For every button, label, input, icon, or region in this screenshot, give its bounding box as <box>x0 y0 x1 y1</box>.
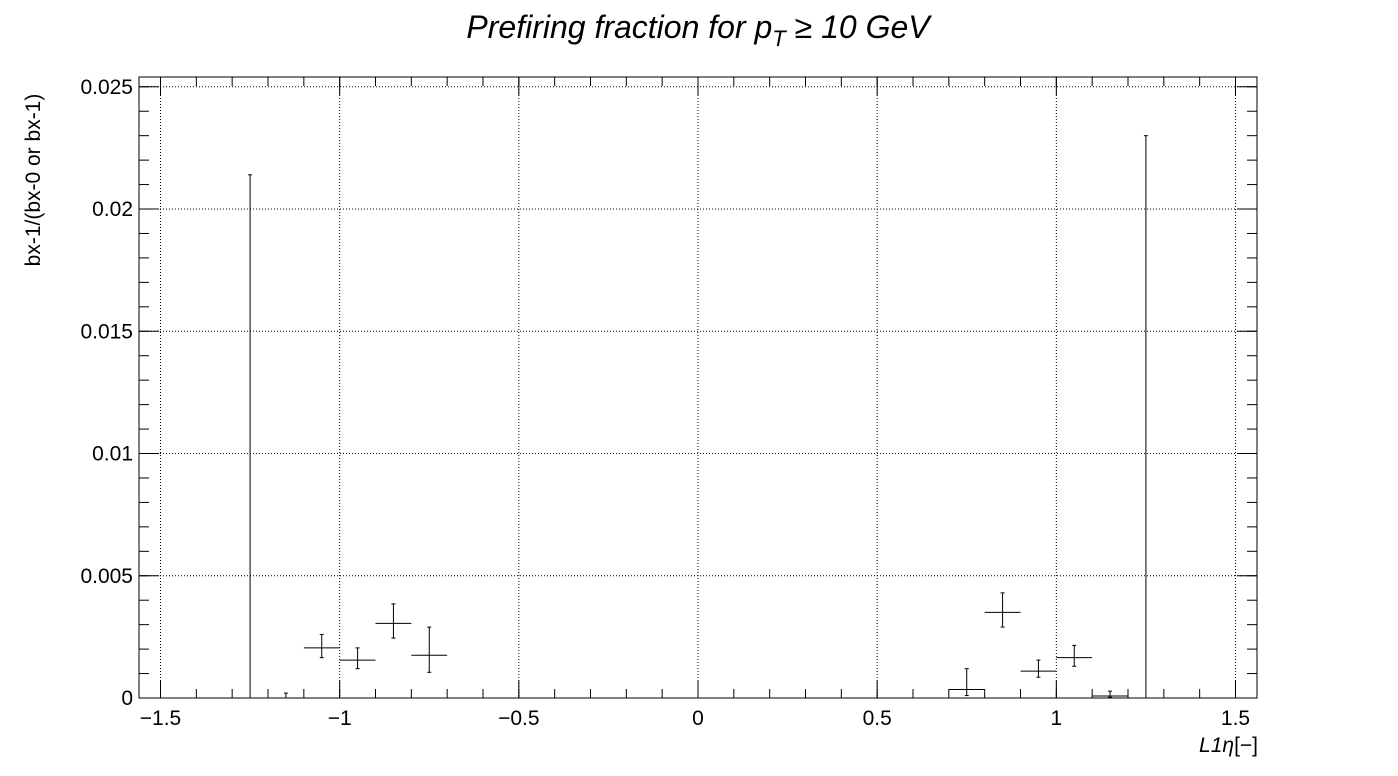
y-tick-label: 0.015 <box>80 320 133 343</box>
x-tick-label: −1 <box>328 707 352 730</box>
y-axis-ticks: 0 0.005 0.01 0.015 0.02 0.025 <box>80 76 1257 710</box>
data-point <box>339 647 376 670</box>
data-point <box>1020 659 1057 678</box>
data-point <box>1143 135 1148 698</box>
plot-frame <box>138 76 1258 699</box>
y-tick-label: 0.005 <box>80 565 133 588</box>
x-axis-ticks: −1.5 −1 −0.5 0 0.5 1 1.5 <box>140 77 1250 730</box>
x-tick-label: 0.5 <box>863 707 892 730</box>
data-point <box>411 626 448 673</box>
y-axis-title: bx-1/(bx-0 or bx-1) <box>22 94 45 267</box>
data-point <box>948 668 985 697</box>
x-tick-label: 0 <box>692 707 704 730</box>
x-tick-label: 1.5 <box>1221 707 1250 730</box>
data-point <box>1092 690 1128 698</box>
data-points <box>248 135 1148 698</box>
data-point <box>375 603 412 639</box>
x-tick-label: −1.5 <box>140 707 181 730</box>
chart-title: Prefiring fraction for pT ≥ 10 GeV <box>466 9 932 51</box>
y-tick-label: 0.025 <box>80 76 133 99</box>
y-tick-label: 0.01 <box>92 443 133 466</box>
grid-lines <box>139 77 1257 698</box>
data-point <box>303 633 340 659</box>
y-tick-label: 0.02 <box>92 198 133 221</box>
y-tick-label: 0 <box>121 687 133 710</box>
x-tick-label: 1 <box>1050 707 1062 730</box>
x-tick-label: −0.5 <box>498 707 539 730</box>
data-point <box>984 592 1021 628</box>
data-point <box>1056 644 1093 667</box>
data-point <box>283 692 288 698</box>
x-axis-title: L1η[−] <box>1199 734 1258 757</box>
data-point <box>248 174 253 698</box>
